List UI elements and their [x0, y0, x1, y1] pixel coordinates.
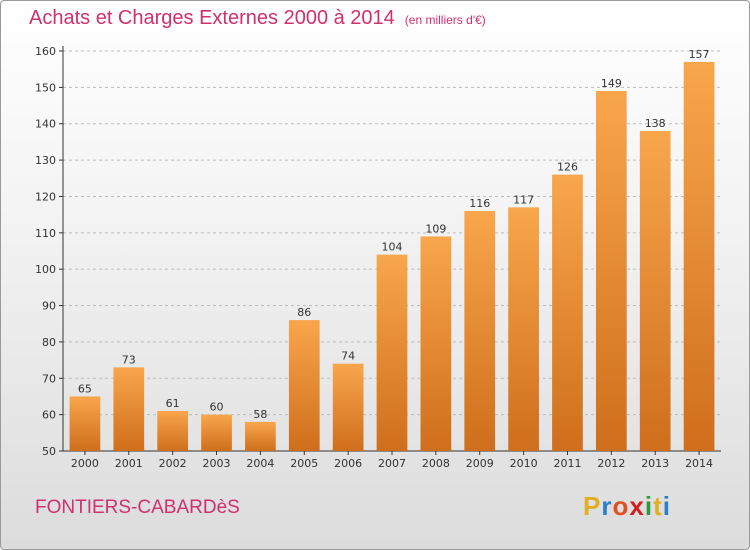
x-tick-label: 2000	[71, 457, 99, 470]
proxiti-logo: Proxiti	[583, 491, 671, 522]
bar	[552, 174, 583, 452]
chart-subtitle: (en milliers d'€)	[404, 13, 486, 27]
y-tick-label: 80	[42, 336, 56, 349]
x-tick-label: 2002	[159, 457, 187, 470]
logo-letter: i	[662, 491, 671, 521]
y-tick-label: 110	[35, 227, 56, 240]
bar-value-label: 86	[297, 306, 311, 319]
bar-value-label: 157	[689, 48, 710, 61]
bar	[464, 211, 496, 451]
bar-value-label: 61	[166, 397, 180, 410]
bar-value-label: 117	[513, 193, 534, 206]
y-tick-label: 60	[42, 409, 56, 422]
x-tick-label: 2011	[553, 457, 581, 470]
logo-letter: o	[612, 491, 630, 521]
x-tick-label: 2009	[466, 457, 494, 470]
bar	[508, 207, 539, 451]
y-tick-label: 100	[35, 263, 56, 276]
x-tick-label: 2010	[510, 457, 538, 470]
y-tick-label: 150	[35, 81, 56, 94]
logo-letter: r	[601, 491, 613, 521]
logo-letter: t	[653, 491, 663, 521]
y-tick-label: 90	[42, 300, 56, 313]
bar	[245, 421, 276, 451]
x-tick-label: 2005	[290, 457, 318, 470]
bar-value-label: 74	[341, 350, 355, 363]
y-tick-label: 50	[42, 445, 56, 458]
logo-letter: i	[644, 491, 654, 521]
bar	[639, 131, 671, 451]
x-tick-label: 2013	[641, 457, 669, 470]
bar-value-label: 65	[78, 382, 92, 395]
bar-value-label: 109	[425, 222, 446, 235]
x-tick-label: 2007	[378, 457, 406, 470]
y-tick-label: 120	[35, 190, 56, 203]
bar-value-label: 138	[645, 117, 666, 130]
axes: 50 60 70 80 90 100 110 120 130 140 150 160 2000 2001 2…	[35, 45, 721, 470]
chart-title: Achats et Charges Externes 2000 à 2014 (e…	[29, 7, 486, 30]
x-tick-label: 2014	[685, 457, 713, 470]
bar	[595, 91, 627, 451]
logo-letter: x	[629, 491, 645, 521]
bar-value-label: 60	[210, 401, 224, 414]
bar	[683, 61, 715, 452]
bar-value-label: 116	[469, 197, 490, 210]
bar	[201, 414, 232, 451]
value-labels: 65 73 61 60 58 86 74 104 109 116 117 126 149 138 157	[78, 48, 710, 421]
bar-value-label: 58	[253, 408, 267, 421]
commune-name: FONTIERS-CABARDèS	[35, 497, 240, 518]
chart-title-text: Achats et Charges Externes 2000 à 2014	[29, 7, 395, 29]
bar	[332, 363, 364, 451]
bar	[157, 411, 189, 451]
bar	[376, 254, 408, 451]
y-tick-label: 160	[35, 45, 56, 58]
x-tick-label: 2008	[422, 457, 450, 470]
logo-letter: P	[583, 491, 602, 521]
y-tick-label: 130	[35, 154, 56, 167]
x-tick-label: 2004	[246, 457, 274, 470]
bar	[420, 236, 452, 451]
y-tick-label: 70	[42, 372, 56, 385]
bar-value-label: 126	[557, 161, 578, 174]
bar-value-label: 149	[601, 77, 622, 90]
y-tick-label: 140	[35, 118, 56, 131]
bar-value-label: 73	[122, 353, 136, 366]
x-tick-label: 2012	[597, 457, 625, 470]
x-tick-label: 2006	[334, 457, 362, 470]
bar	[69, 396, 101, 451]
x-tick-label: 2001	[115, 457, 143, 470]
x-tick-label: 2003	[203, 457, 231, 470]
bars	[69, 61, 715, 452]
bar	[288, 320, 320, 451]
bar-value-label: 104	[382, 241, 403, 254]
bar	[113, 367, 145, 451]
